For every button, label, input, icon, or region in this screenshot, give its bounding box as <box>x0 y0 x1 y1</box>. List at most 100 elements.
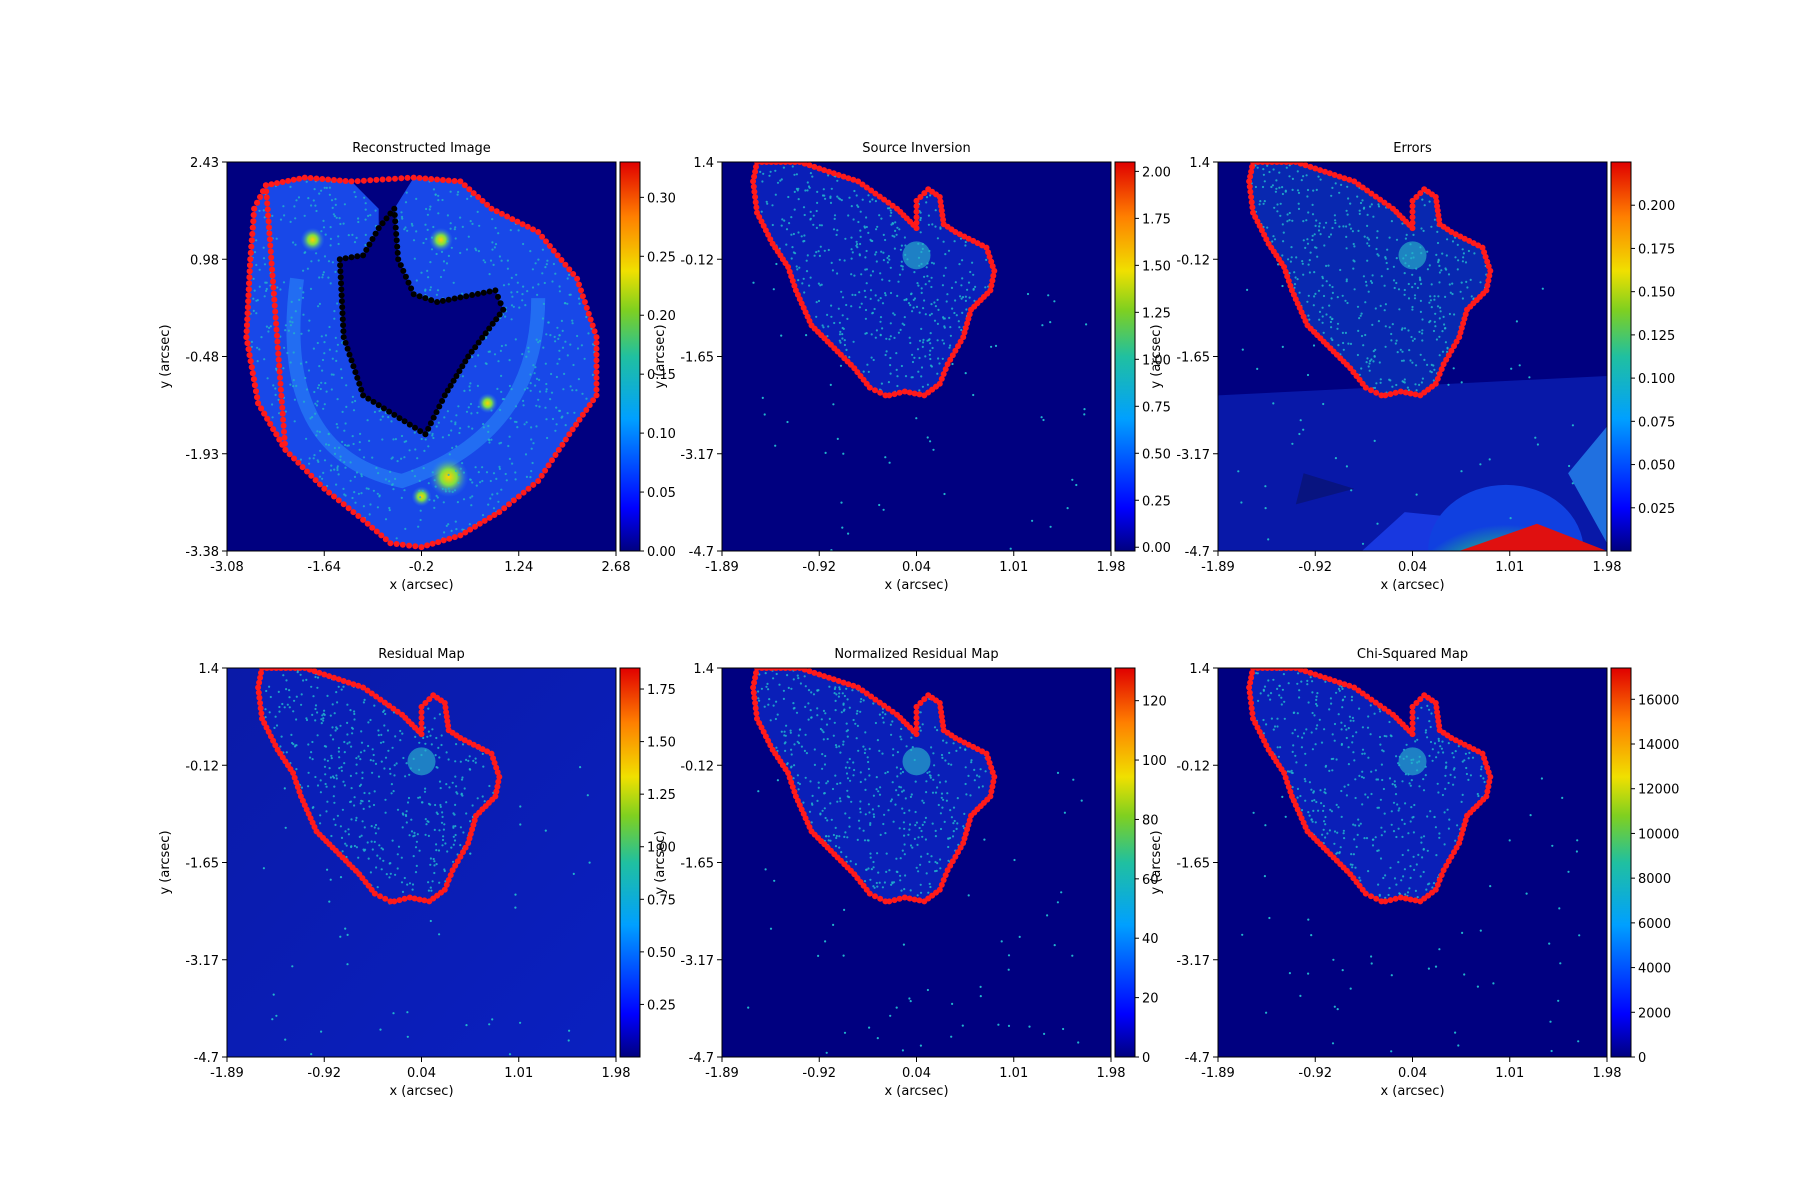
pixel-point <box>377 775 381 778</box>
pixel-point <box>332 776 336 779</box>
border-point <box>360 177 367 184</box>
pixel-point <box>333 446 336 450</box>
pixel-point <box>1395 383 1398 387</box>
pixel-point <box>965 793 968 796</box>
border-point <box>752 705 759 712</box>
pixel-point <box>384 518 388 521</box>
pixel-point <box>936 237 940 240</box>
pixel-point <box>1428 200 1431 203</box>
pixel-point <box>949 809 952 812</box>
y-tick-label: -1.65 <box>680 857 714 872</box>
pixel-point <box>859 242 862 246</box>
pixel-point <box>279 288 282 291</box>
pixel-point <box>363 826 366 829</box>
pixel-point <box>816 799 819 803</box>
x-axis-label: x (arcsec) <box>1380 1084 1444 1099</box>
pixel-point <box>889 372 892 375</box>
colorbar-tick-label: 0.50 <box>1142 447 1171 462</box>
pixel-point <box>368 513 371 516</box>
pixel-point <box>890 211 893 214</box>
border-point <box>1409 197 1416 204</box>
pixel-point <box>805 752 809 755</box>
pixel-point <box>447 523 450 526</box>
pixel-point <box>896 775 899 778</box>
pixel-point <box>1444 327 1447 330</box>
inner-border-point <box>416 293 423 300</box>
pixel-point <box>915 866 918 869</box>
pixel-point <box>535 338 538 341</box>
pixel-point <box>1419 353 1422 356</box>
pixel-point <box>376 886 379 889</box>
pixel-point <box>933 764 936 767</box>
pixel-point <box>903 843 906 846</box>
pixel-point <box>1404 893 1407 896</box>
border-point <box>1322 674 1328 681</box>
pixel-point <box>899 874 902 877</box>
pixel-point <box>552 262 556 266</box>
pixel-point <box>454 520 457 523</box>
pixel-point <box>859 807 862 810</box>
pixel-point <box>360 741 364 744</box>
pixel-point <box>1311 234 1314 237</box>
border-point <box>891 897 898 904</box>
pixel-point <box>1309 251 1312 254</box>
pixel-point <box>411 888 414 891</box>
pixel-point <box>936 862 939 865</box>
pixel-point <box>1402 875 1405 878</box>
pixel-point <box>1314 821 1317 824</box>
pixel-point <box>960 328 963 332</box>
border-point <box>1440 361 1447 368</box>
pixel-point <box>793 190 796 193</box>
inner-border-point <box>474 290 481 297</box>
arc-hole <box>339 208 504 435</box>
pixel-point <box>946 792 949 795</box>
pixel-point <box>1370 962 1373 965</box>
pixel-point <box>449 222 452 225</box>
pixel-point <box>1385 735 1388 738</box>
pixel-point <box>890 798 894 801</box>
pixel-point <box>942 274 946 277</box>
pixel-point <box>819 245 822 248</box>
pixel-point <box>890 883 893 886</box>
pixel-point <box>1268 916 1271 920</box>
chart-title: Normalized Residual Map <box>834 647 998 662</box>
border-point <box>581 299 588 305</box>
inner-border-point <box>366 241 373 248</box>
pixel-point <box>920 287 923 290</box>
pixel-point <box>447 487 450 490</box>
pixel-point <box>917 836 920 839</box>
pixel-point <box>510 318 513 321</box>
pixel-point <box>322 717 325 720</box>
pixel-point <box>1362 207 1365 210</box>
pixel-point <box>371 748 374 751</box>
pixel-point <box>453 489 457 492</box>
pixel-point <box>917 870 920 873</box>
pixel-point <box>1445 761 1448 764</box>
pixel-point <box>823 763 827 766</box>
pixel-point <box>939 867 942 870</box>
pixel-point <box>954 281 957 284</box>
pixel-point <box>422 736 425 740</box>
colorbar-tick-label: 0.100 <box>1638 372 1675 387</box>
border-point <box>416 896 423 903</box>
x-tick-label: 1.24 <box>504 560 533 575</box>
pixel-point <box>1278 171 1281 174</box>
border-point <box>373 528 380 535</box>
pixel-point <box>779 179 782 182</box>
pixel-point <box>1438 317 1441 320</box>
pixel-point <box>919 883 922 886</box>
pixel-point <box>353 241 357 244</box>
pixel-point <box>951 1002 954 1006</box>
pixel-point <box>1428 754 1431 758</box>
border-point <box>271 302 278 309</box>
pixel-point <box>1435 854 1438 857</box>
pixel-point <box>1392 801 1396 804</box>
pixel-point <box>433 828 436 832</box>
pixel-point <box>1441 793 1444 797</box>
pixel-point <box>941 806 944 809</box>
pixel-point <box>967 281 971 284</box>
pixel-point <box>1359 879 1362 882</box>
pixel-point <box>1424 731 1427 734</box>
pixel-point <box>531 286 535 289</box>
pixel-point <box>433 864 436 867</box>
